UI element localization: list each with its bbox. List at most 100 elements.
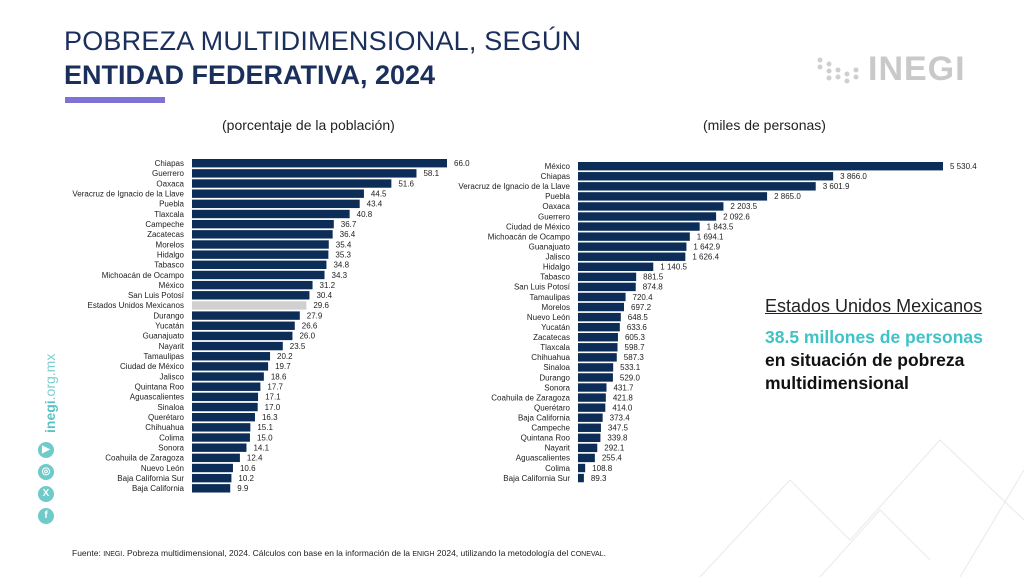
bar — [578, 333, 618, 342]
data-label: 529.0 — [620, 373, 641, 382]
category-label: Estados Unidos Mexicanos — [88, 301, 185, 310]
data-label: 18.6 — [271, 372, 287, 381]
category-label: Tlaxcala — [540, 343, 570, 352]
data-label: 648.5 — [628, 313, 649, 322]
bar — [192, 219, 334, 229]
category-label: Zacatecas — [147, 230, 184, 239]
summary-rest: en situación de pobreza multidimensional — [765, 350, 965, 393]
data-label: 26.6 — [302, 322, 318, 331]
bar — [578, 373, 613, 382]
data-label: 1 642.9 — [693, 242, 720, 251]
category-label: Chiapas — [541, 172, 570, 181]
category-label: Guanajuato — [529, 242, 571, 251]
category-label: Coahuila de Zaragoza — [491, 393, 570, 402]
source-footnote: Fuente: INEGI. Pobreza multidimensional,… — [72, 548, 606, 558]
data-label: 2 865.0 — [774, 192, 801, 201]
instagram-icon[interactable]: ◎ — [38, 464, 54, 480]
bar — [578, 463, 586, 473]
youtube-icon[interactable]: ▶ — [38, 442, 54, 458]
data-label: 3 601.9 — [823, 182, 850, 191]
data-label: 26.0 — [299, 332, 315, 341]
category-label: Veracruz de Ignacio de la Llave — [458, 182, 570, 191]
data-label: 431.7 — [613, 383, 634, 392]
category-label: Chiapas — [155, 159, 184, 168]
bar — [192, 473, 232, 483]
bar — [192, 423, 251, 432]
data-label: 414.0 — [612, 403, 633, 412]
bar — [578, 242, 687, 251]
data-label: 43.4 — [367, 200, 383, 209]
website-link[interactable]: inegi.org.mx — [42, 353, 58, 433]
data-label: 14.1 — [253, 443, 269, 452]
bar — [192, 240, 329, 249]
category-label: Baja California — [132, 484, 185, 493]
bar — [192, 270, 325, 280]
category-label: Nuevo León — [527, 313, 570, 322]
x-icon[interactable]: X — [38, 486, 54, 502]
category-label: Oaxaca — [542, 202, 570, 211]
category-label: Michoacán de Ocampo — [102, 271, 185, 280]
category-label: Querétaro — [148, 413, 185, 422]
category-label: San Luis Potosí — [128, 291, 185, 300]
data-label: 421.8 — [613, 393, 634, 402]
facebook-icon[interactable]: f — [38, 508, 54, 524]
category-label: Sinaloa — [157, 403, 184, 412]
data-label: 20.2 — [277, 352, 293, 361]
category-label: Aguascalientes — [130, 393, 184, 402]
left-bar-chart: Chiapas 66.0 Guerrero 58.1 Oaxaca 51.6 Veracru… — [72, 159, 470, 493]
bar — [578, 212, 717, 221]
bar — [192, 413, 255, 422]
category-label: Hidalgo — [543, 263, 571, 272]
data-label: 10.6 — [240, 464, 256, 473]
category-label: Colima — [159, 433, 184, 442]
summary-country: Estados Unidos Mexicanos — [765, 296, 983, 316]
bar — [578, 252, 686, 261]
summary-box: Estados Unidos Mexicanos 38.5 millones d… — [765, 294, 1005, 395]
bar — [578, 292, 626, 302]
category-label: Guerrero — [152, 169, 185, 178]
category-label: Tabasco — [540, 273, 570, 282]
bar — [192, 484, 231, 493]
data-label: 66.0 — [454, 159, 470, 168]
title-line-2: ENTIDAD FEDERATIVA, 2024 — [64, 60, 436, 90]
data-label: 12.4 — [247, 454, 263, 463]
category-label: Tlaxcala — [154, 210, 184, 219]
data-label: 9.9 — [237, 484, 249, 493]
data-label: 255.4 — [602, 454, 623, 463]
bar — [192, 382, 261, 391]
data-label: 89.3 — [591, 474, 607, 483]
left-chart-title: (porcentaje de la población) — [222, 117, 395, 133]
bar — [192, 189, 364, 198]
inegi-logo: INEGI — [816, 50, 966, 89]
bar — [192, 260, 327, 269]
category-label: Morelos — [156, 240, 184, 249]
category-label: Veracruz de Ignacio de la Llave — [72, 189, 184, 198]
bar — [578, 222, 700, 231]
category-label: Nayarit — [159, 342, 185, 351]
category-label: Coahuila de Zaragoza — [105, 454, 184, 463]
data-label: 1 843.5 — [707, 222, 734, 231]
category-label: Quintana Roo — [521, 434, 571, 443]
data-label: 10.2 — [238, 474, 254, 483]
bar — [192, 433, 250, 442]
data-label: 5 530.4 — [950, 162, 977, 171]
data-label: 2 203.5 — [730, 202, 757, 211]
category-label: Yucatán — [541, 323, 570, 332]
data-label: 23.5 — [290, 342, 306, 351]
data-label: 34.8 — [333, 261, 349, 270]
bar — [578, 202, 724, 211]
bar — [578, 343, 618, 352]
bar — [578, 413, 603, 422]
data-label: 35.4 — [336, 240, 352, 249]
bar — [578, 453, 595, 463]
data-label: 874.8 — [643, 283, 664, 292]
category-label: Quintana Roo — [135, 383, 185, 392]
bar — [578, 282, 636, 292]
category-label: Chihuahua — [145, 423, 184, 432]
data-label: 720.4 — [633, 293, 654, 302]
data-label: 108.8 — [592, 464, 613, 473]
bar — [192, 159, 447, 168]
right-bar-chart: México 5 530.4 Chiapas 3 866.0 Veracruz de I… — [458, 162, 977, 483]
bar — [578, 433, 601, 443]
